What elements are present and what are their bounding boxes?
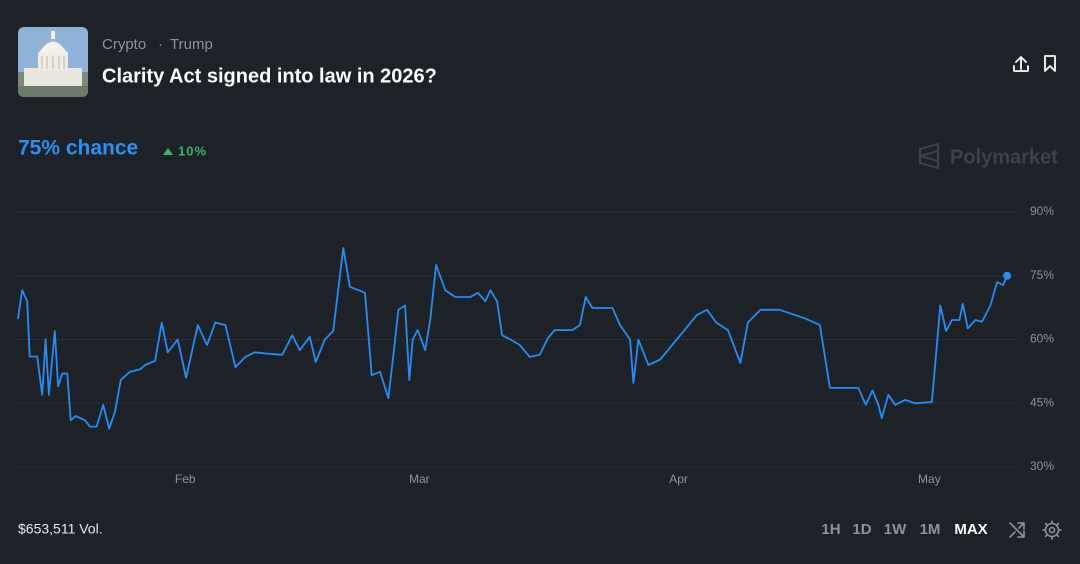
volume: $653,511 Vol. (18, 521, 103, 537)
market-image (18, 27, 88, 97)
shuffle-button[interactable] (1009, 522, 1025, 538)
range-button[interactable]: 1H (821, 521, 840, 538)
chart: 90% 75% 60% 45% 30% Feb Mar Apr May (17, 204, 1054, 486)
separator: · (158, 36, 163, 53)
change-arrow (163, 148, 173, 155)
bookmark-button[interactable] (1044, 55, 1056, 72)
x-tick-label: Apr (669, 472, 688, 486)
tag[interactable]: Trump (170, 36, 213, 53)
settings-button[interactable] (1042, 520, 1062, 540)
share-button[interactable] (1013, 56, 1029, 72)
range-button[interactable]: 1M (920, 521, 941, 538)
x-tick-label: Mar (409, 472, 430, 486)
chance: 75% chance (18, 137, 138, 160)
market-title: Clarity Act signed into law in 2026? (102, 65, 437, 87)
change: 10% (178, 143, 207, 158)
brand-name: Polymarket (950, 146, 1058, 168)
y-tick-label: 75% (1030, 268, 1054, 282)
price-line (17, 247, 1008, 430)
x-tick-label: May (918, 472, 941, 486)
x-tick-label: Feb (175, 472, 196, 486)
y-tick-label: 45% (1030, 395, 1054, 409)
y-tick-label: 60% (1030, 332, 1054, 346)
range-button[interactable]: MAX (954, 521, 987, 538)
range-selector: 1H 1D 1W 1M MAX (821, 521, 987, 538)
range-button[interactable]: 1W (884, 521, 907, 538)
last-point (1003, 271, 1012, 280)
y-tick-label: 30% (1030, 459, 1054, 473)
brand-logo: Polymarket (918, 142, 1058, 170)
category[interactable]: Crypto (102, 36, 146, 53)
y-tick-label: 90% (1030, 204, 1054, 218)
range-button[interactable]: 1D (852, 521, 871, 538)
